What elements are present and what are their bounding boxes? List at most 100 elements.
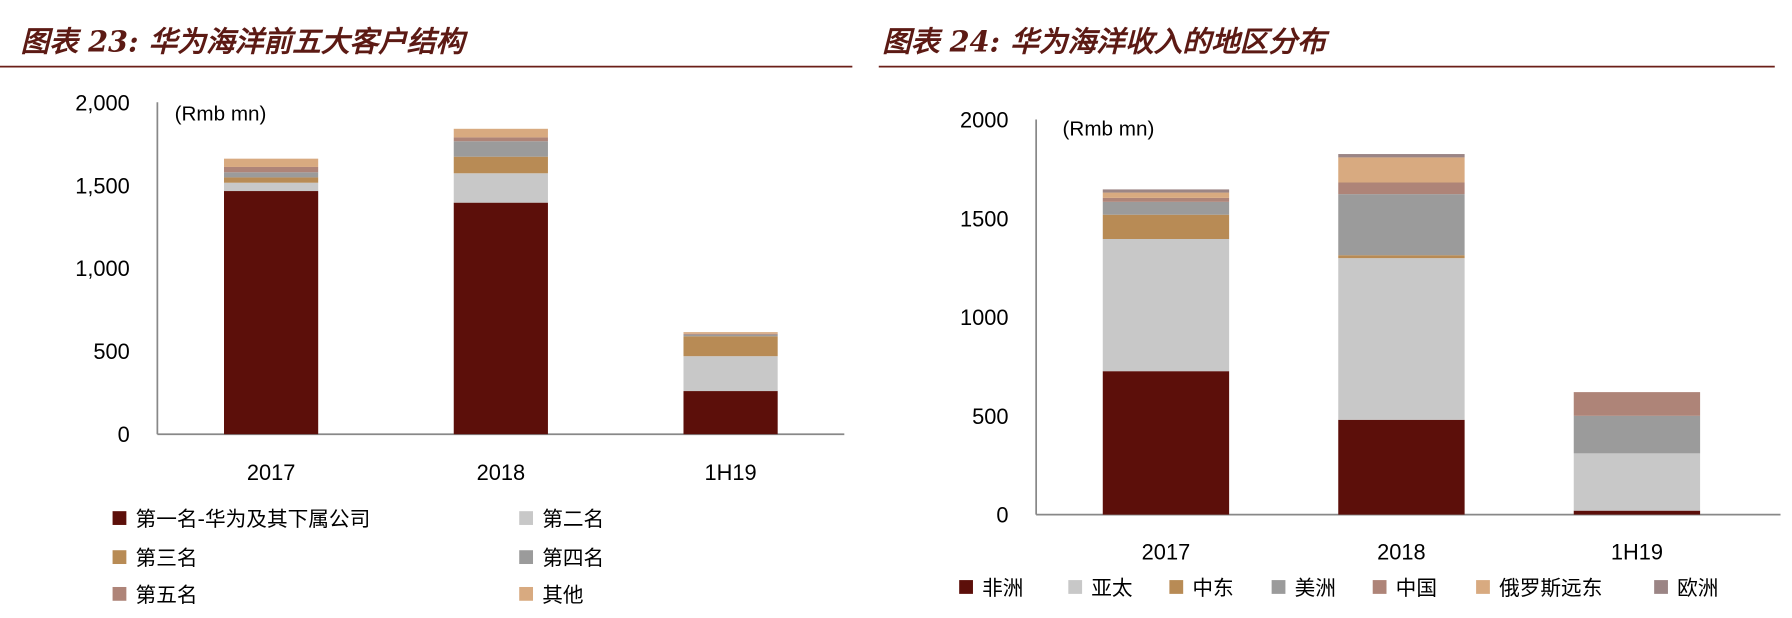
y-tick-label: 0 [118,422,130,447]
bar-segment-1H19-第一名-华为及其下属公司 [683,391,778,435]
legend-swatch [519,586,534,601]
x-tick-label: 2017 [247,460,296,485]
legend-label: 第二名 [542,507,604,531]
bar-segment-2018-亚太 [1338,258,1465,420]
legend-item: 第三名 [112,546,198,570]
legend-swatch [1068,580,1083,594]
chart-title: 图表 24: 华为海洋收入的地区分布 [882,25,1330,59]
unit-label: (Rmb mn) [175,103,267,126]
legend-label: 第三名 [136,546,198,570]
bar-segment-2018-欧洲 [1338,154,1465,158]
bar-segment-1H19-第四名 [683,334,778,337]
bar-segment-1H19-美洲 [1573,415,1701,454]
x-tick-label: 1H19 [705,460,757,485]
bar-segment-1H19-其他 [683,332,778,334]
legend-item: 其他 [519,583,584,607]
bar-segment-2017-第四名 [224,172,319,178]
bar-segment-2017-亚太 [1102,238,1230,372]
legend-item: 美洲 [1271,576,1336,600]
chart-title: 图表 23: 华为海洋前五大客户结构 [21,25,469,59]
legend-label: 美洲 [1295,576,1336,600]
y-tick-label: 1000 [960,305,1009,330]
bar-segment-2017-俄罗斯远东 [1102,192,1230,198]
bar-segment-2017-中东 [1102,214,1230,239]
chart-1: 图表 23: 华为海洋前五大客户结构 0 500 1,000 1,500 2,000 (Rm… [0,25,853,607]
x-tick-label: 1H19 [1611,539,1663,564]
y-tick-label: 2000 [960,108,1009,133]
legend-swatch [959,580,973,594]
bar-segment-1H19-第三名 [683,336,778,357]
legend-swatch [1476,580,1490,594]
legend-swatch [1169,580,1184,594]
legend-label: 中国 [1396,576,1437,600]
legend-label: 第五名 [136,583,198,607]
legend-swatch [112,511,127,525]
bar-segment-1H19-亚太 [1573,453,1701,511]
legend-item: 亚太 [1068,576,1133,600]
legend-label: 欧洲 [1677,576,1718,600]
bar-segment-2018-第一名-华为及其下属公司 [453,202,548,435]
legend-label: 亚太 [1091,576,1133,600]
legend-swatch [1654,580,1668,594]
legend-item: 中东 [1169,576,1234,600]
x-tick-label: 2018 [477,460,526,485]
bar-segment-2018-美洲 [1338,194,1465,256]
bar-segment-2018-中东 [1338,255,1465,259]
bar-segment-2017-其他 [224,158,319,167]
y-tick-label: 2,000 [75,90,130,115]
bar-segment-2018-第五名 [453,137,548,142]
legend-swatch [519,511,534,525]
bar-segment-2018-第四名 [453,141,548,157]
legend-item: 欧洲 [1654,576,1718,600]
legend: 非洲 亚太 中东 美洲 中国 俄罗斯远东 欧洲 [959,576,1718,600]
legend-item: 第四名 [519,546,604,570]
bar-segment-2017-第一名-华为及其下属公司 [224,191,319,435]
chart-2: 图表 24: 华为海洋收入的地区分布 0 500 1000 1500 2000 (Rmb m… [878,25,1781,600]
bar-segment-2017-欧洲 [1102,189,1230,193]
bar-segment-2018-俄罗斯远东 [1338,157,1465,183]
legend-label: 俄罗斯远东 [1499,576,1602,600]
bar-segment-2018-第二名 [453,173,548,203]
bar-segment-2017-第三名 [224,177,319,183]
legend-item: 中国 [1372,576,1437,600]
y-tick-label: 1500 [960,206,1009,231]
legend-item: 俄罗斯远东 [1476,576,1602,600]
legend-label: 第一名-华为及其下属公司 [136,507,371,531]
bar-segment-1H19-第二名 [683,356,778,392]
legend-item: 第一名-华为及其下属公司 [112,507,371,531]
y-tick-label: 0 [996,503,1008,528]
y-tick-label: 1,500 [75,173,130,198]
legend-swatch [1372,580,1387,594]
bar-segment-2018-中国 [1338,182,1465,195]
bar-segment-2017-美洲 [1102,201,1230,215]
bar-segment-2017-第二名 [224,182,319,192]
x-tick-label: 2018 [1377,539,1426,564]
legend-swatch [112,550,127,565]
legend-item: 非洲 [959,576,1023,600]
bar-segment-2017-非洲 [1102,371,1230,515]
legend-label: 非洲 [982,576,1023,600]
legend-label: 其他 [542,583,583,607]
legend-swatch [519,550,534,565]
unit-label: (Rmb mn) [1063,118,1155,141]
bar-segment-2018-第三名 [453,156,548,174]
bar-segment-2018-其他 [453,128,548,138]
legend-label: 第四名 [542,546,604,570]
y-tick-label: 500 [93,339,129,364]
legend-item: 第五名 [112,583,198,607]
bar-segment-2017-中国 [1102,197,1230,202]
bar-segment-1H19-中国 [1573,392,1701,416]
bar-segment-1H19-第五名 [683,333,778,335]
bar-segment-2017-第五名 [224,166,319,173]
y-tick-label: 500 [972,404,1008,429]
bar-segment-1H19-非洲 [1573,510,1701,515]
legend-item: 第二名 [519,507,604,531]
legend-swatch [112,586,127,601]
bar-segment-2018-非洲 [1338,419,1465,515]
x-tick-label: 2017 [1142,539,1191,564]
legend-label: 中东 [1192,576,1233,600]
legend-swatch [1271,580,1286,594]
y-tick-label: 1,000 [75,256,130,281]
